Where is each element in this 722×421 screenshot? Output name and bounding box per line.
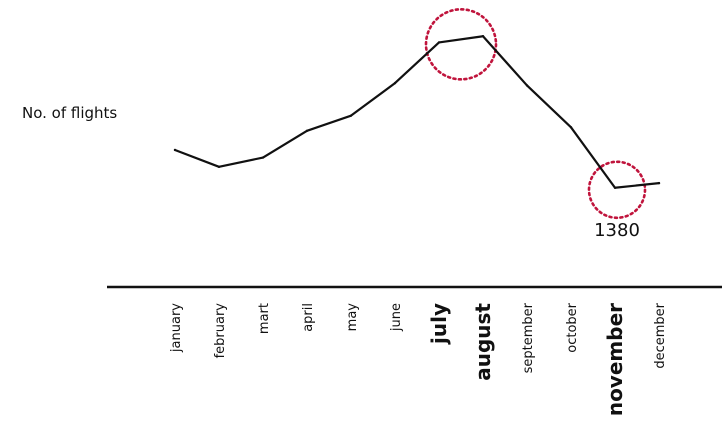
data-point-may xyxy=(349,114,353,117)
data-point-mart xyxy=(261,156,265,159)
annotation-label-november: 1380 xyxy=(594,220,640,241)
data-point-august xyxy=(481,35,485,38)
tick-label-mart: mart xyxy=(257,303,272,334)
data-point-december xyxy=(657,181,661,185)
tick-label-april: april xyxy=(301,303,316,332)
annotation-label-august: 3986 xyxy=(438,0,484,4)
data-point-july xyxy=(437,41,441,44)
data-point-november xyxy=(613,186,617,189)
tick-label-june: june xyxy=(389,303,404,332)
data-point-september xyxy=(525,84,529,87)
value-annotations: 3986 1380 xyxy=(438,0,640,241)
y-axis-label: No. of flights xyxy=(22,104,117,122)
tick-label-july: july xyxy=(427,303,451,345)
tick-label-february: february xyxy=(213,303,228,359)
month-tick-labels: january february mart april may june july augus… xyxy=(169,302,668,416)
tick-label-may: may xyxy=(345,303,360,332)
tick-label-october: october xyxy=(565,302,580,352)
highlight-circle-november xyxy=(587,160,647,220)
data-point-june xyxy=(393,81,397,85)
data-point-october xyxy=(569,126,573,129)
data-point-april xyxy=(305,129,309,132)
tick-label-december: december xyxy=(653,302,668,368)
data-point-january xyxy=(173,148,177,152)
series-line-flights xyxy=(173,35,661,189)
data-point-february xyxy=(217,165,221,169)
highlight-circle-august xyxy=(424,8,498,81)
tick-label-september: september xyxy=(521,302,536,373)
tick-label-august: august xyxy=(471,303,495,381)
data-points xyxy=(173,35,661,189)
tick-label-november: november xyxy=(603,303,627,416)
highlight-circles xyxy=(424,8,647,220)
tick-label-january: january xyxy=(169,303,184,353)
